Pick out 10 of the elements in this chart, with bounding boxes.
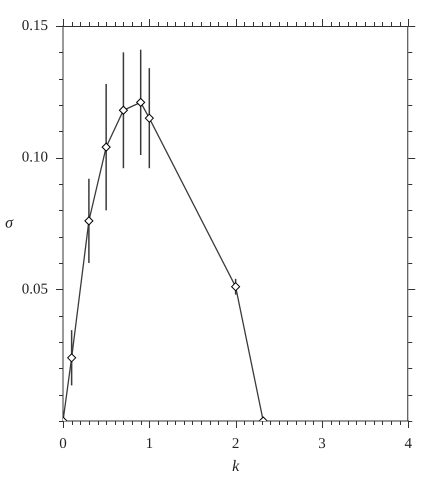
x-tick-label: 1: [146, 436, 154, 452]
x-tick-label: 4: [404, 436, 412, 452]
x-axis-title: k: [232, 458, 240, 476]
y-tick-label: 0.10: [22, 150, 48, 166]
y-tick-label: 0.05: [22, 281, 48, 298]
y-tick-label: 0.15: [22, 18, 48, 34]
x-tick-label: 3: [318, 436, 326, 452]
x-tick-label: 2: [232, 436, 240, 452]
x-tick-label: 0: [59, 436, 67, 452]
y-axis-title: σ: [5, 214, 14, 232]
